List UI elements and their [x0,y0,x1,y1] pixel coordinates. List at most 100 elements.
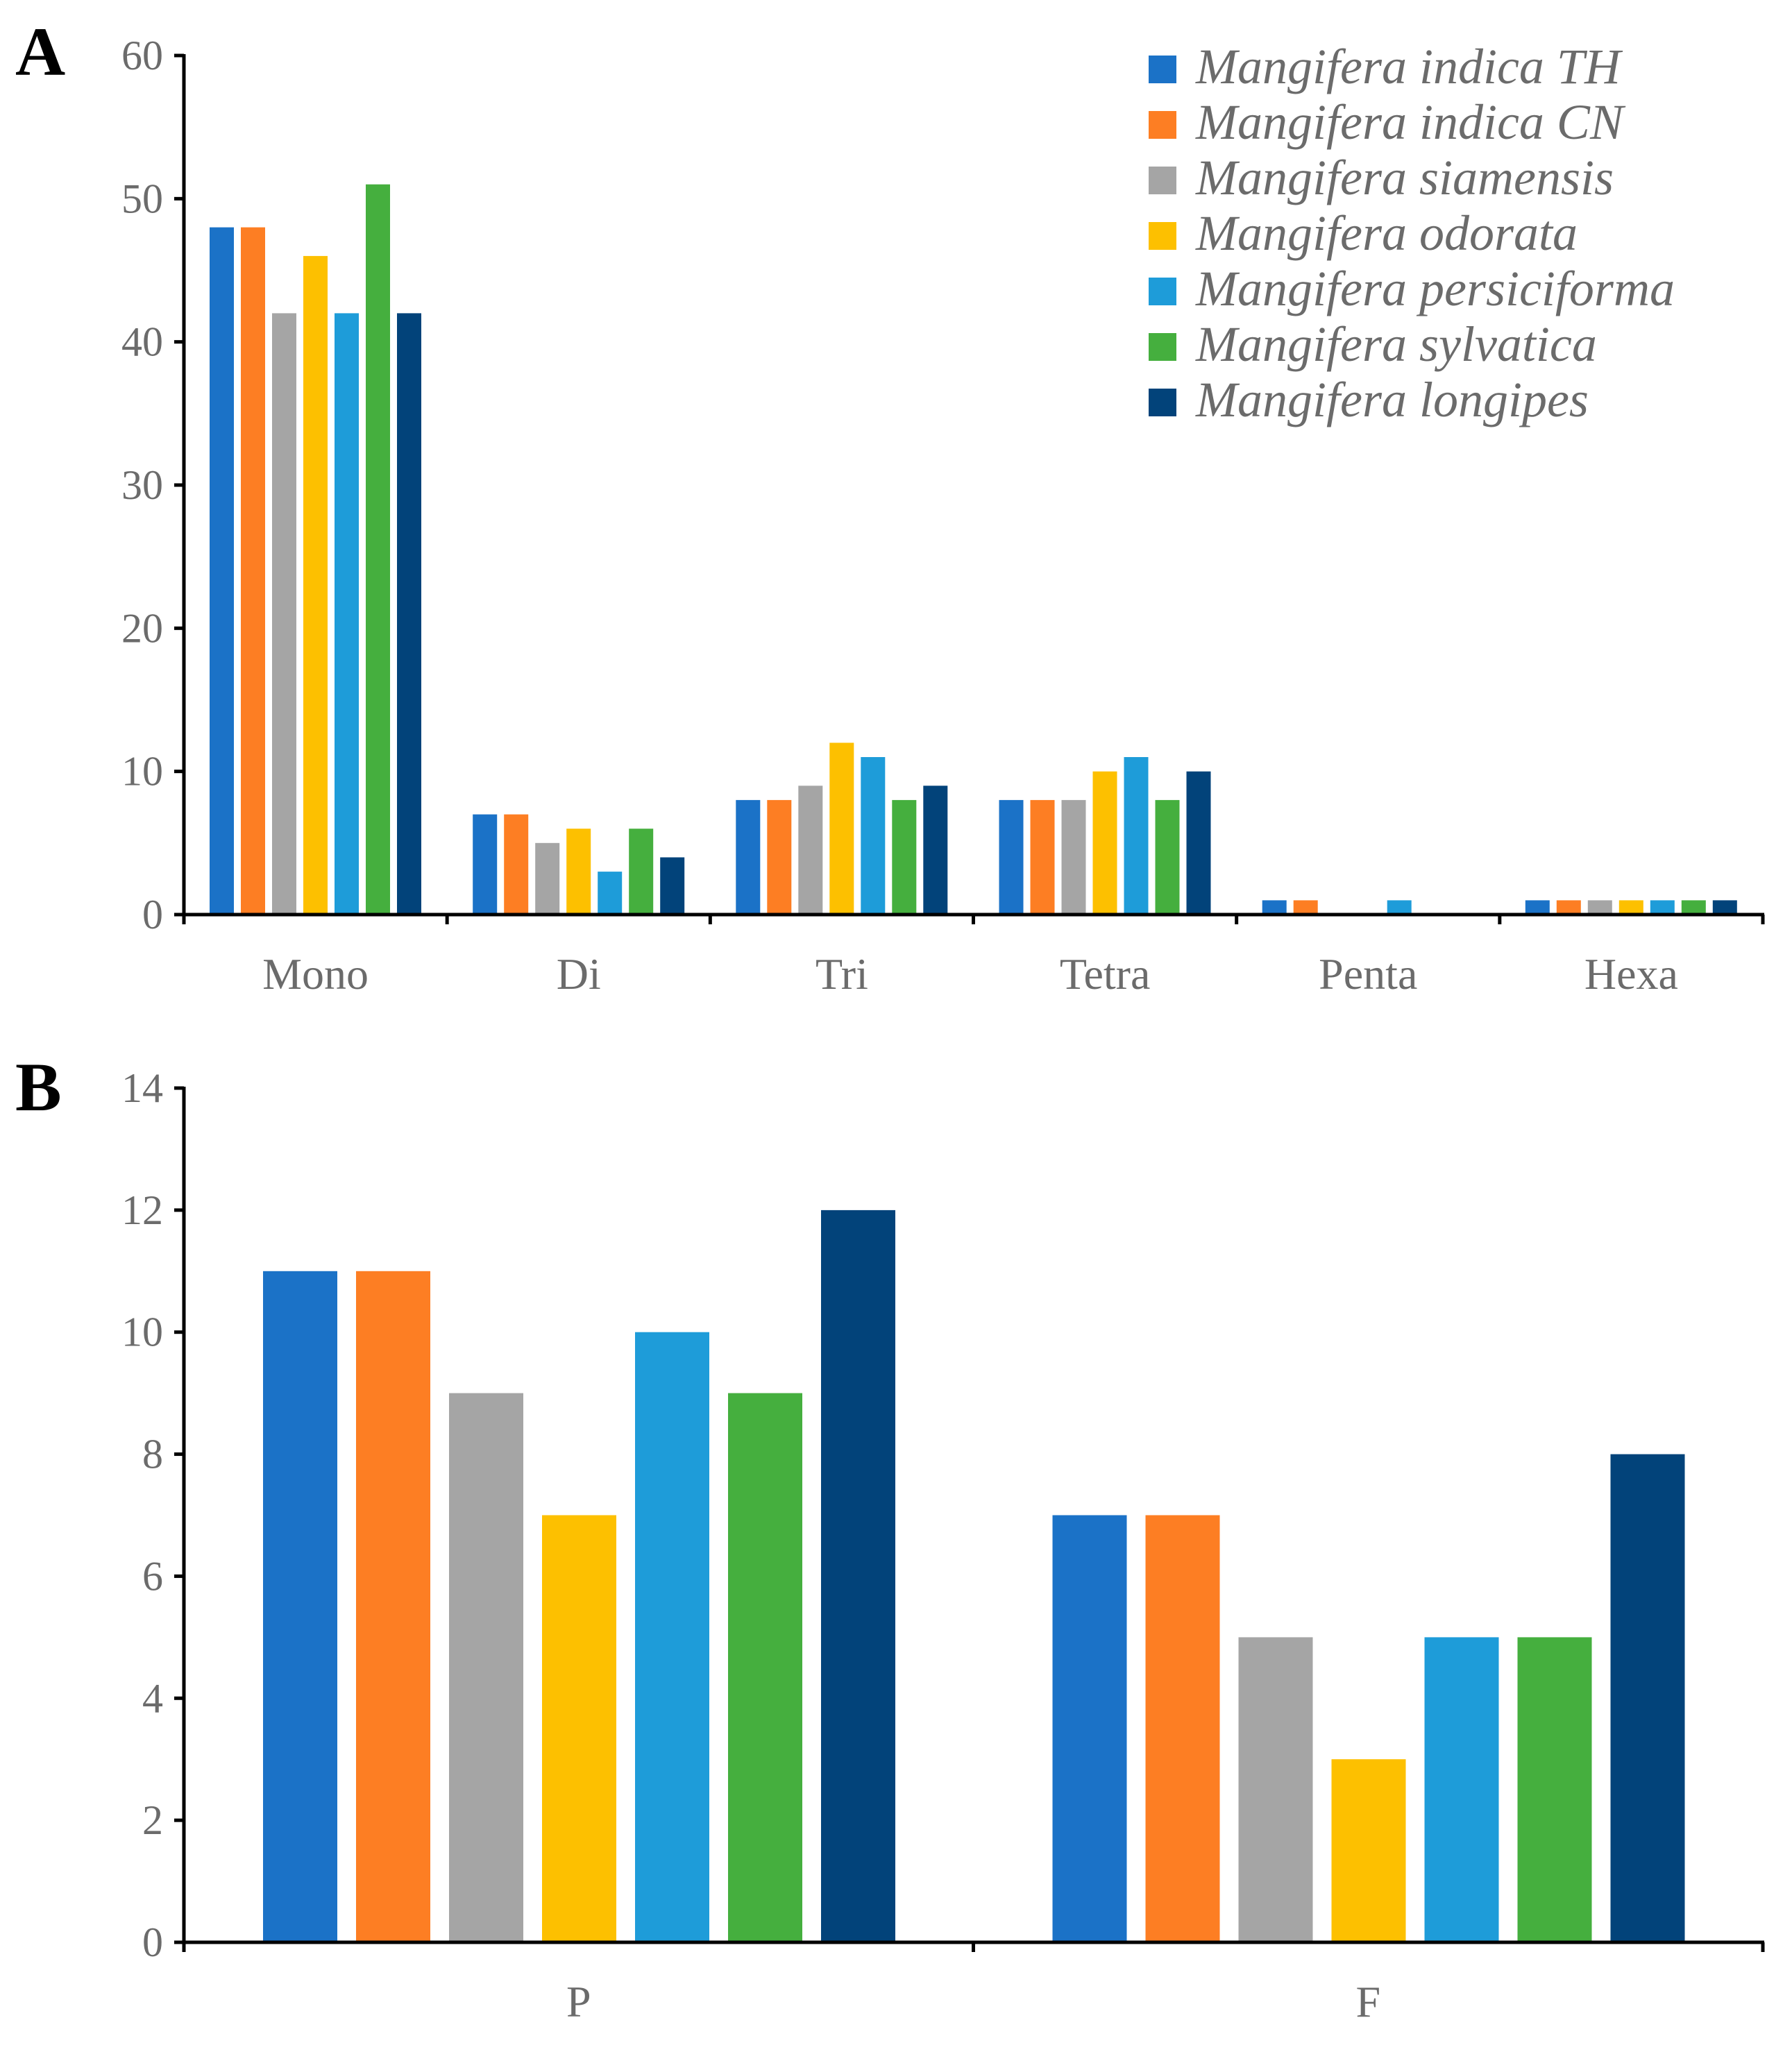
panel-a-bar-tetra-mangifera-siamensis [1061,799,1086,915]
panel-a-y-tick-label: 20 [121,605,163,651]
panel-a-bar-tri-mangifera-indica-th [736,799,761,915]
legend-swatch-mangifera-siamensis [1149,167,1176,194]
panel-a-bar-tri-mangifera-persiciforma [861,757,886,915]
panel-b-bar-f-mangifera-longipes [1610,1454,1685,1942]
panel-b-y-tick-label: 2 [142,1797,163,1843]
legend-swatch-mangifera-sylvatica [1149,333,1176,361]
legend-item: Mangifera longipes [1149,372,1589,427]
panel-b-y-tick-label: 12 [121,1187,163,1233]
panel-b-bar-f-mangifera-siamensis [1238,1637,1313,1942]
panel-b-bar-p-mangifera-sylvatica [728,1393,802,1942]
panel-a-category-label-tri: Tri [815,949,868,999]
panel-a-bar-tri-mangifera-longipes [923,786,948,915]
legend-item: Mangifera sylvatica [1149,316,1597,372]
panel-a-bar-di-mangifera-sylvatica [629,829,654,915]
legend-swatch-mangifera-persiciforma [1149,278,1176,305]
panel-a-bar-hexa-mangifera-sylvatica [1681,900,1706,915]
legend-item: Mangifera indica TH [1149,39,1623,94]
panel-b-category-label-p: P [566,1977,591,2026]
panel-b-bar-p-mangifera-indica-cn [356,1271,430,1942]
legend-item: Mangifera odorata [1149,205,1578,261]
panel-b-bar-p-mangifera-odorata [542,1515,616,1942]
legend-label-mangifera-persiciforma: Mangifera persiciforma [1195,261,1675,316]
panel-b-bar-f-mangifera-odorata [1331,1759,1406,1942]
panel-b-y-tick-label: 10 [121,1309,163,1355]
legend-item: Mangifera indica CN [1149,94,1626,150]
legend-item: Mangifera siamensis [1149,150,1614,205]
panel-a-bar-mono-mangifera-sylvatica [366,184,390,915]
panel-a-bar-di-mangifera-odorata [566,829,591,915]
panel-a-axes: 0 10 20 30 40 50 60 Mono Di Tri Tetra Penta Hexa [121,33,1765,999]
panel-a-y-tick-label: 60 [121,33,163,78]
panel-b-bar-f-mangifera-indica-th [1052,1515,1127,1942]
panel-a-bar-tetra-mangifera-sylvatica [1155,799,1180,915]
panel-a-bar-mono-mangifera-indica-cn [241,227,265,915]
panel-b-y-tick-label: 14 [121,1065,163,1111]
panel-b-y-tick-label: 6 [142,1553,163,1599]
panel-a-bar-di-mangifera-longipes [660,857,685,915]
panel-b-bar-p-mangifera-persiciforma [635,1332,709,1942]
panel-b-bar-f-mangifera-sylvatica [1517,1637,1592,1942]
panel-a-bar-hexa-mangifera-odorata [1618,900,1643,915]
panel-a-bar-tetra-mangifera-odorata [1092,771,1117,915]
panel-a-bar-mono-mangifera-indica-th [210,227,234,915]
panel-a-bar-mono-mangifera-longipes [397,313,421,915]
legend-label-mangifera-longipes: Mangifera longipes [1195,372,1589,427]
panel-a-category-label-penta: Penta [1319,949,1417,999]
panel-b-axes: 0 2 4 6 8 10 12 14 P F [121,1065,1765,2026]
panel-b-bar-f-mangifera-persiciforma [1424,1637,1499,1942]
legend-label-mangifera-odorata: Mangifera odorata [1195,205,1578,261]
panel-a-y-tick-label: 30 [121,462,163,508]
panel-a-category-label-tetra: Tetra [1060,949,1151,999]
panel-a-bar-tri-mangifera-odorata [829,743,854,915]
panel-a-bar-di-mangifera-persiciforma [598,872,623,915]
panel-a-category-label-hexa: Hexa [1584,949,1678,999]
legend-label-mangifera-sylvatica: Mangifera sylvatica [1195,316,1597,372]
panel-a-bar-mono-mangifera-siamensis [272,313,296,915]
panel-a-bar-di-mangifera-siamensis [535,842,560,915]
panel-b-bar-p-mangifera-siamensis [449,1393,523,1942]
panel-a-bars [210,184,1737,915]
panel-a-bar-penta-mangifera-indica-cn [1293,900,1318,915]
panel-b-category-label-f: F [1355,1977,1380,2026]
panel-a-y-tick-label: 40 [121,319,163,365]
panel-a-bar-tri-mangifera-siamensis [798,786,823,915]
chart-panel-b: B 0 2 4 6 8 10 12 14 P F [15,1049,1765,2026]
panel-a-y-tick-label: 0 [142,892,163,937]
legend-swatch-mangifera-longipes [1149,389,1176,416]
panel-a-bar-mono-mangifera-odorata [303,255,328,915]
panel-a-category-label-mono: Mono [262,949,369,999]
chart-panel-a: A 0 10 20 30 40 50 60 Mono Di Tri Tetra Penta Hexa M… [15,13,1765,999]
panel-label-b: B [15,1049,62,1126]
panel-b-y-tick-label: 8 [142,1432,163,1477]
panel-a-bar-hexa-mangifera-indica-th [1525,900,1550,915]
panel-b-y-tick-label: 4 [142,1675,163,1721]
panel-b-bar-f-mangifera-indica-cn [1145,1515,1220,1942]
panel-a-category-label-di: Di [557,949,601,999]
legend-label-mangifera-indica-th: Mangifera indica TH [1195,39,1623,94]
panel-a-bar-hexa-mangifera-longipes [1712,900,1737,915]
legend-item: Mangifera persiciforma [1149,261,1675,316]
panel-a-bar-di-mangifera-indica-th [473,814,498,915]
legend-label-mangifera-indica-cn: Mangifera indica CN [1195,94,1626,150]
legend-swatch-mangifera-indica-th [1149,56,1176,83]
panel-b-bar-p-mangifera-longipes [821,1210,895,1942]
panel-b-y-tick-label: 0 [142,1919,163,1965]
legend-label-mangifera-siamensis: Mangifera siamensis [1195,150,1614,205]
panel-a-bar-hexa-mangifera-persiciforma [1650,900,1675,915]
legend-swatch-mangifera-indica-cn [1149,111,1176,139]
panel-a-bar-tri-mangifera-sylvatica [892,799,917,915]
legend-swatch-mangifera-odorata [1149,222,1176,250]
panel-a-bar-tetra-mangifera-longipes [1186,771,1211,915]
panel-a-bar-tri-mangifera-indica-cn [767,799,792,915]
panel-a-y-tick-label: 50 [121,176,163,221]
panel-a-bar-hexa-mangifera-siamensis [1587,900,1612,915]
panel-a-bar-di-mangifera-indica-cn [504,814,529,915]
panel-a-bar-tetra-mangifera-indica-th [999,799,1024,915]
panel-b-bars [263,1210,1685,1942]
panel-b-bar-p-mangifera-indica-th [263,1271,337,1942]
panel-a-y-tick-label: 10 [121,749,163,795]
panel-label-a: A [15,13,65,90]
panel-a-bar-hexa-mangifera-indica-cn [1556,900,1581,915]
